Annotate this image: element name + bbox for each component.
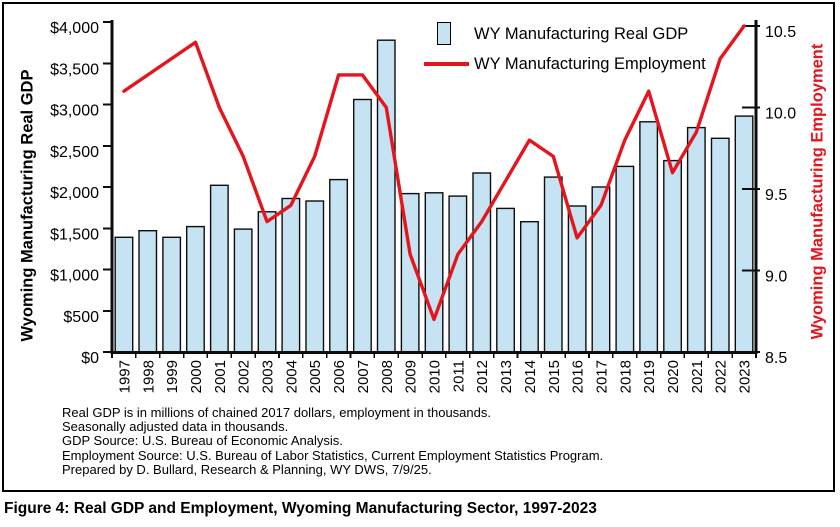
x-axis-year-label: 2021 [689, 360, 706, 393]
gdp-bar-1997 [114, 236, 134, 354]
gdp-bar-2004 [281, 197, 301, 354]
y-left-tick-label: $0 [81, 350, 99, 367]
gdp-bar-2000 [185, 225, 205, 354]
x-axis-year-label: 2011 [450, 360, 467, 392]
gdp-bar-2022 [710, 137, 730, 354]
y-right-tick-label: 8.5 [765, 350, 787, 367]
employment-legend-label: WY Manufacturing Employment [474, 55, 706, 73]
x-axis-year-label: 2023 [737, 360, 754, 393]
employment-line [122, 24, 746, 322]
x-axis-year-label: 1998 [140, 360, 157, 393]
gdp-bar-2003 [257, 211, 277, 354]
x-axis-year-label: 2014 [522, 360, 539, 393]
gdp-bar-2013 [496, 207, 515, 354]
y-right-tick-label: 9.0 [765, 269, 787, 286]
footnote-line: Seasonally adjusted data in thousands. [62, 419, 289, 435]
x-axis-year-label: 2003 [260, 360, 277, 393]
x-axis-year-label: 2012 [474, 360, 491, 393]
gdp-bar-2014 [520, 220, 539, 354]
gdp-bar-1998 [138, 229, 158, 354]
x-axis-year-label: 2006 [331, 360, 348, 393]
chart-canvas: $4,000 $3,500 $3,000 $2,500 $2,000 $1,500 $1,0… [50, 20, 796, 393]
y-left-tick-label: $3,000 [50, 103, 99, 120]
x-axis-year-label: 2019 [641, 360, 658, 393]
gdp-bar-2001 [209, 184, 229, 354]
x-axis-year-label: 1997 [116, 360, 133, 393]
footnotes: Real GDP is in millions of chained 2017 … [62, 405, 604, 477]
x-axis-year-label: 2022 [713, 360, 730, 393]
gdp-bar-2005 [305, 200, 325, 354]
x-axis-year-label: 2005 [307, 360, 324, 393]
x-axis-year-label: 2010 [427, 360, 444, 393]
y-left-tick-label: $2,000 [50, 185, 99, 202]
y-right-tick-label: 9.5 [765, 187, 787, 204]
gdp-bar-2019 [639, 121, 659, 354]
left-axis-title: Wyoming Manufacturing Real GDP [18, 69, 37, 342]
gdp-bar-2006 [329, 178, 348, 354]
x-axis-year-label: 2000 [188, 360, 205, 393]
employment-line-swatch-icon [424, 62, 469, 66]
gdp-bar-2002 [233, 228, 253, 354]
y-left-tick-label: $3,500 [50, 61, 99, 78]
y-left-tick-label: $4,000 [50, 20, 99, 37]
x-axis-year-label: 2001 [212, 360, 229, 393]
x-axis-year-label: 2008 [379, 360, 396, 393]
x-axis-year-label: 2004 [283, 360, 300, 393]
x-axis-year-label: 2007 [355, 360, 372, 393]
gdp-bar-2020 [663, 159, 682, 354]
x-axis-year-label: 2016 [570, 360, 587, 393]
x-axis-year-label: 2017 [594, 360, 611, 393]
y-left-tick-label: $1,500 [50, 226, 99, 243]
x-axis-year-label: 2013 [498, 360, 515, 393]
gdp-bar-swatch-icon [437, 22, 451, 45]
x-axis-year-label: 2015 [546, 360, 563, 393]
footnote-line: Real GDP is in millions of chained 2017 … [62, 405, 491, 420]
gdp-bar-2010 [424, 192, 444, 354]
y-left-tick-label: $1,000 [50, 268, 99, 285]
figure-caption: Figure 4: Real GDP and Employment, Wyomi… [4, 500, 597, 517]
footnote-line: Prepared by D. Bullard, Research & Plann… [62, 461, 432, 477]
y-left-tick-label: $500 [63, 309, 99, 326]
footnote-line: GDP Source: U.S. Bureau of Economic Anal… [62, 433, 343, 449]
gdp-bar-2021 [686, 126, 706, 354]
x-axis-year-label: 1999 [164, 360, 181, 393]
x-axis-year-label: 2009 [403, 360, 420, 393]
x-axis-year-label: 2002 [236, 360, 253, 393]
gdp-bar-1999 [162, 236, 182, 354]
footnote-line: Employment Source: U.S. Bureau of Labor … [62, 447, 604, 463]
gdp-legend-label: WY Manufacturing Real GDP [474, 25, 689, 43]
right-axis-title: Wyoming Manufacturing Employment [808, 43, 827, 340]
x-axis-year-label: 2020 [665, 360, 682, 393]
gdp-bar-2012 [472, 172, 492, 354]
gdp-bar-2023 [734, 115, 754, 354]
gdp-bar-2008 [376, 39, 396, 354]
x-axis-year-label: 2018 [617, 360, 634, 393]
gdp-bar-2015 [543, 176, 563, 354]
gdp-bar-2018 [615, 165, 635, 354]
y-left-tick-label: $2,500 [50, 144, 99, 161]
y-right-tick-label: 10.5 [765, 24, 796, 41]
gdp-bar-2007 [353, 98, 372, 354]
y-right-tick-label: 10.0 [765, 106, 796, 123]
